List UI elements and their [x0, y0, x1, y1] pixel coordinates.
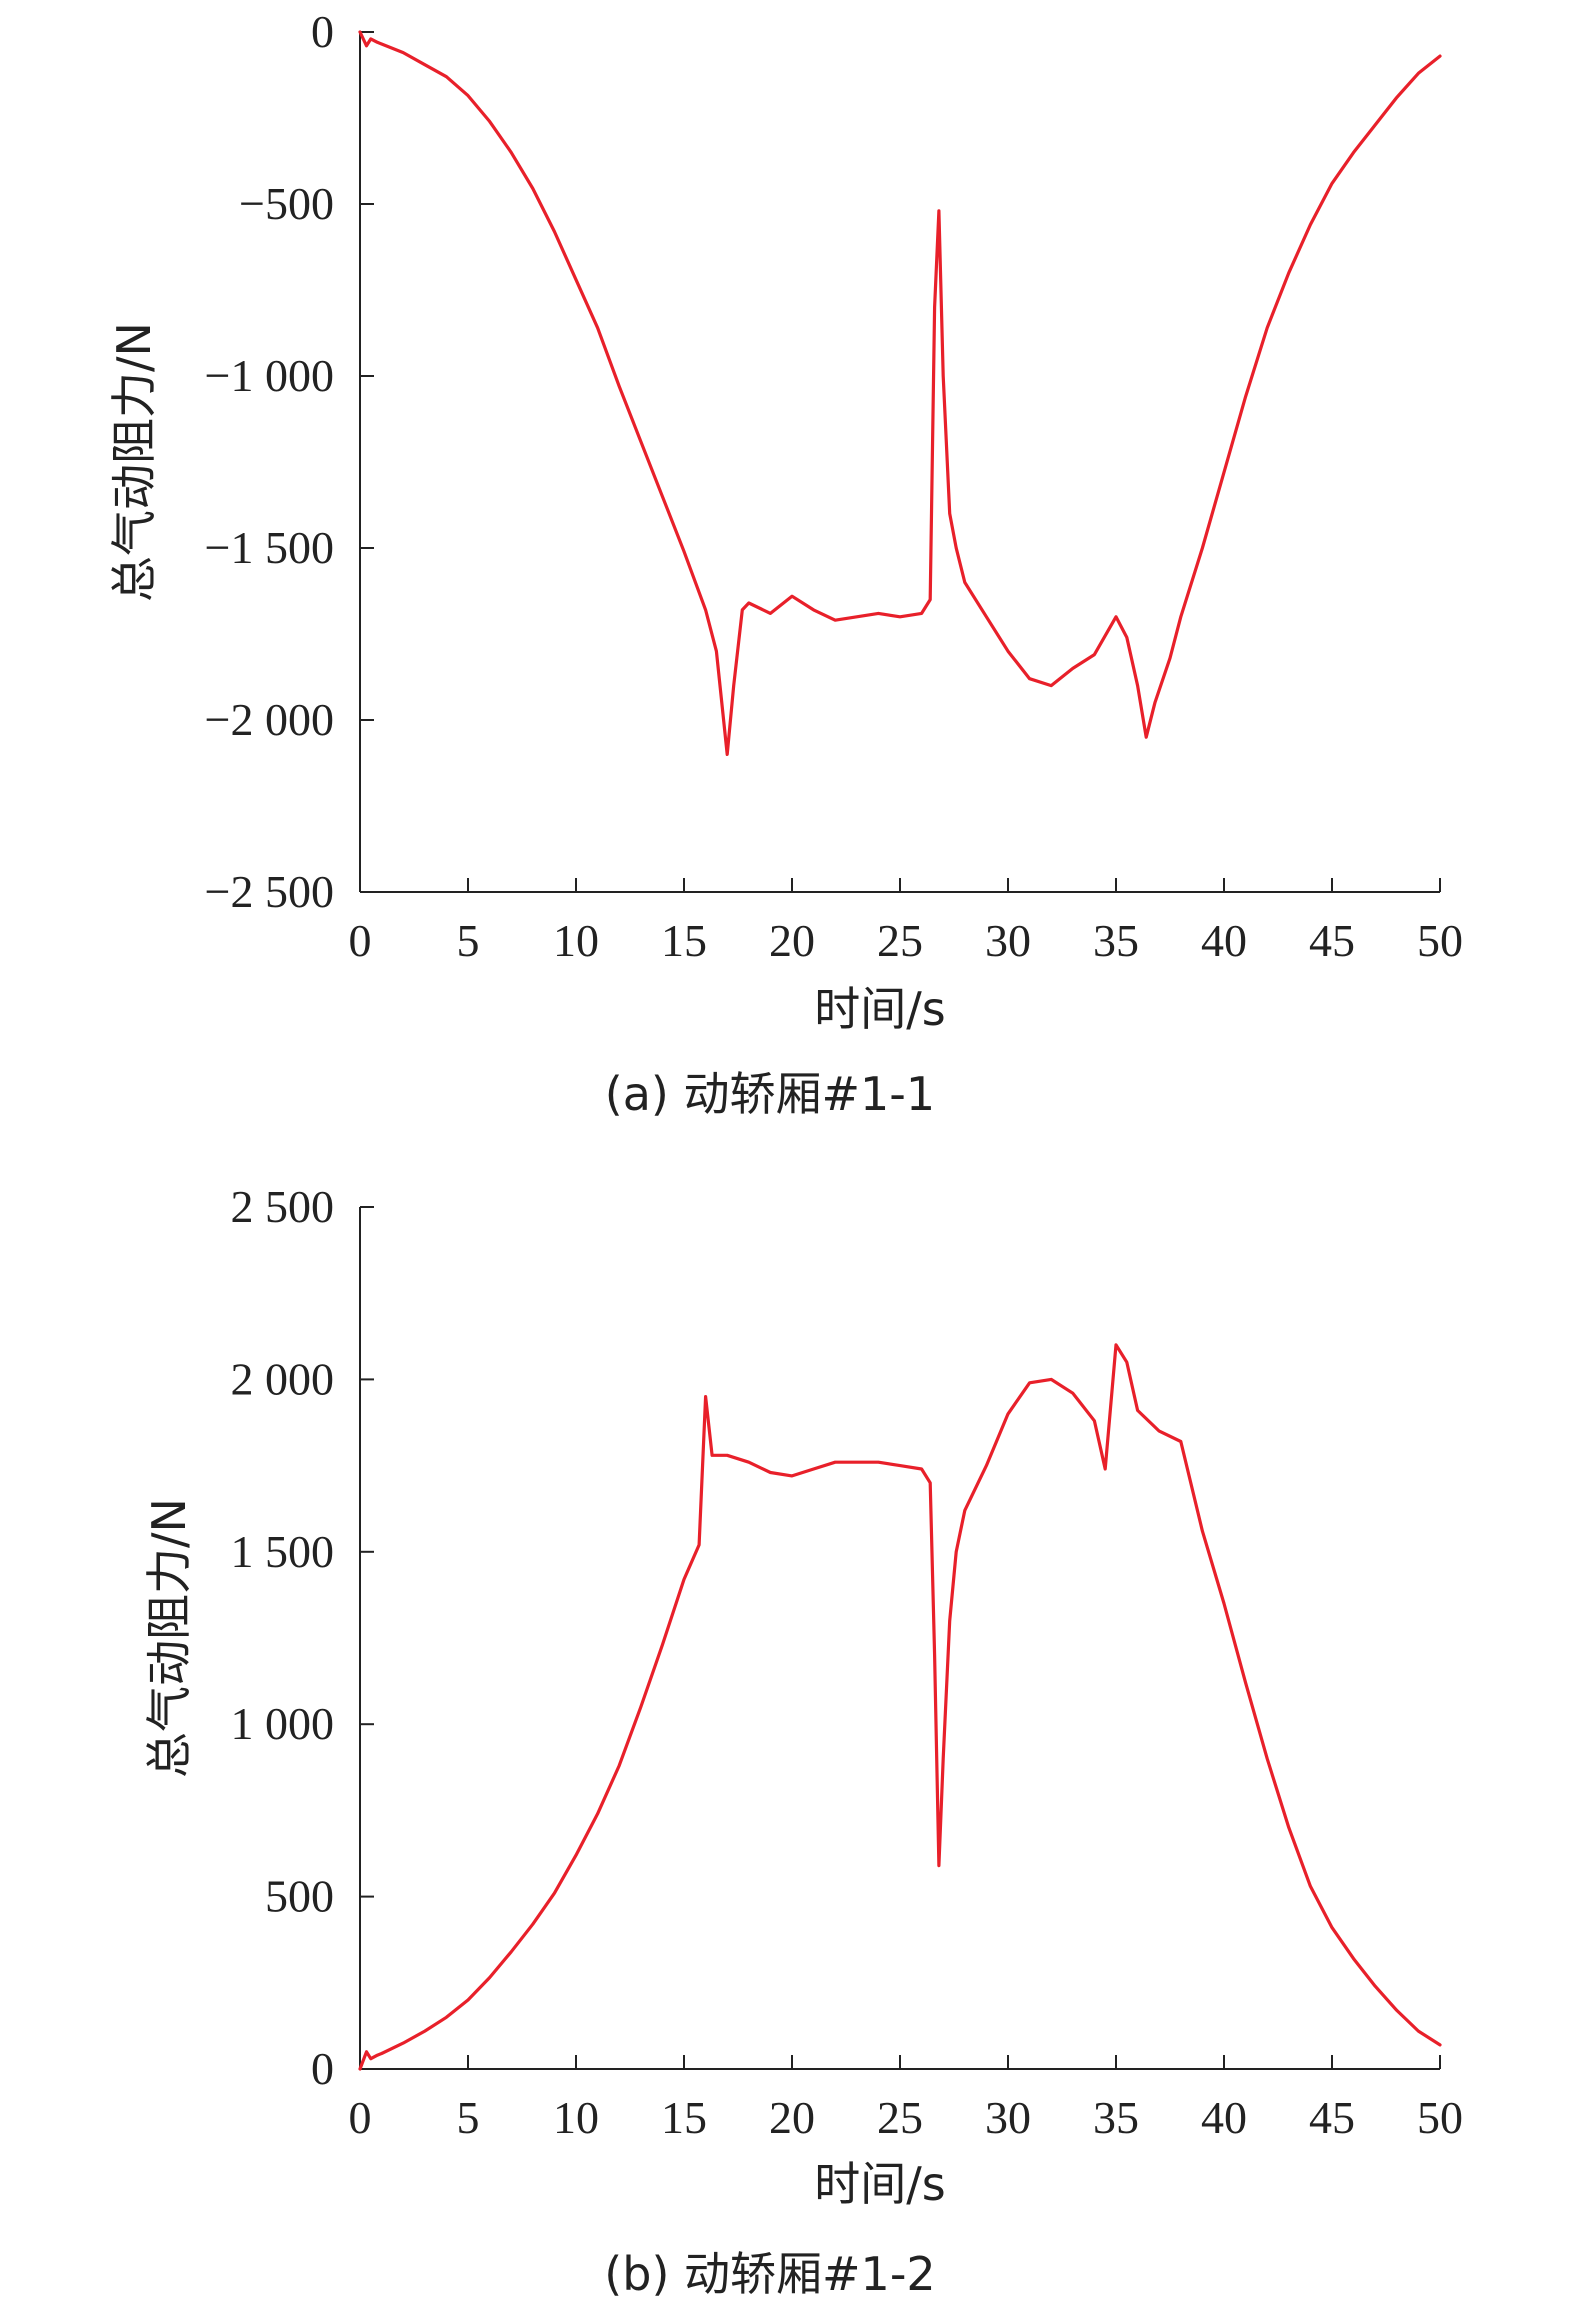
subfigure-caption: (a) 动轿厢#1-1	[605, 1067, 935, 1121]
y-tick-label: −1 000	[205, 350, 334, 401]
x-tick-label: 40	[1201, 2092, 1247, 2143]
series-line	[358, 1343, 1442, 2071]
x-tick-label: 20	[769, 2092, 815, 2143]
x-tick-label: 30	[985, 915, 1031, 966]
y-axis-title: 总气动阻力/N	[107, 322, 161, 602]
x-tick-label: 50	[1417, 915, 1463, 966]
x-axis-title: 时间/s	[814, 2157, 945, 2211]
x-axis-title: 时间/s	[814, 982, 945, 1036]
x-tick-label: 15	[661, 915, 707, 966]
subfigure-caption: (b) 动轿厢#1-2	[604, 2247, 935, 2301]
x-tick-label: 5	[457, 2092, 480, 2143]
y-tick-label: 2 000	[231, 1353, 335, 1404]
x-tick-label: 25	[877, 915, 923, 966]
y-axis-title: 总气动阻力/N	[142, 1498, 196, 1778]
y-tick-label: 2 500	[231, 1181, 335, 1232]
chart-a: 0 5 10 15 20 25 30 35 40 45 50 0 −500 −1 000 −1 500 −2 …	[107, 6, 1463, 1121]
y-tick-label: 0	[311, 6, 334, 57]
x-tick-label: 40	[1201, 915, 1247, 966]
x-tick-label: 20	[769, 915, 815, 966]
x-tick-label: 30	[985, 2092, 1031, 2143]
series-line	[358, 30, 1442, 757]
x-tick-label: 25	[877, 2092, 923, 2143]
y-tick-label: −2 500	[205, 866, 334, 917]
y-tick-label: 1 500	[231, 1526, 335, 1577]
x-tick-label: 0	[349, 915, 372, 966]
y-tick-label: −1 500	[205, 522, 334, 573]
y-tick-label: 0	[311, 2043, 334, 2094]
x-tick-label: 10	[553, 2092, 599, 2143]
y-tick-label: −2 000	[205, 694, 334, 745]
x-tick-label: 45	[1309, 2092, 1355, 2143]
y-tick-label: 1 000	[231, 1698, 335, 1749]
x-tick-label: 45	[1309, 915, 1355, 966]
y-tick-label: −500	[239, 178, 334, 229]
y-tick-label: 500	[265, 1871, 334, 1922]
x-tick-label: 35	[1093, 2092, 1139, 2143]
x-tick-label: 35	[1093, 915, 1139, 966]
x-tick-label: 15	[661, 2092, 707, 2143]
x-tick-label: 50	[1417, 2092, 1463, 2143]
x-tick-label: 0	[349, 2092, 372, 2143]
x-tick-label: 10	[553, 915, 599, 966]
x-tick-label: 5	[457, 915, 480, 966]
